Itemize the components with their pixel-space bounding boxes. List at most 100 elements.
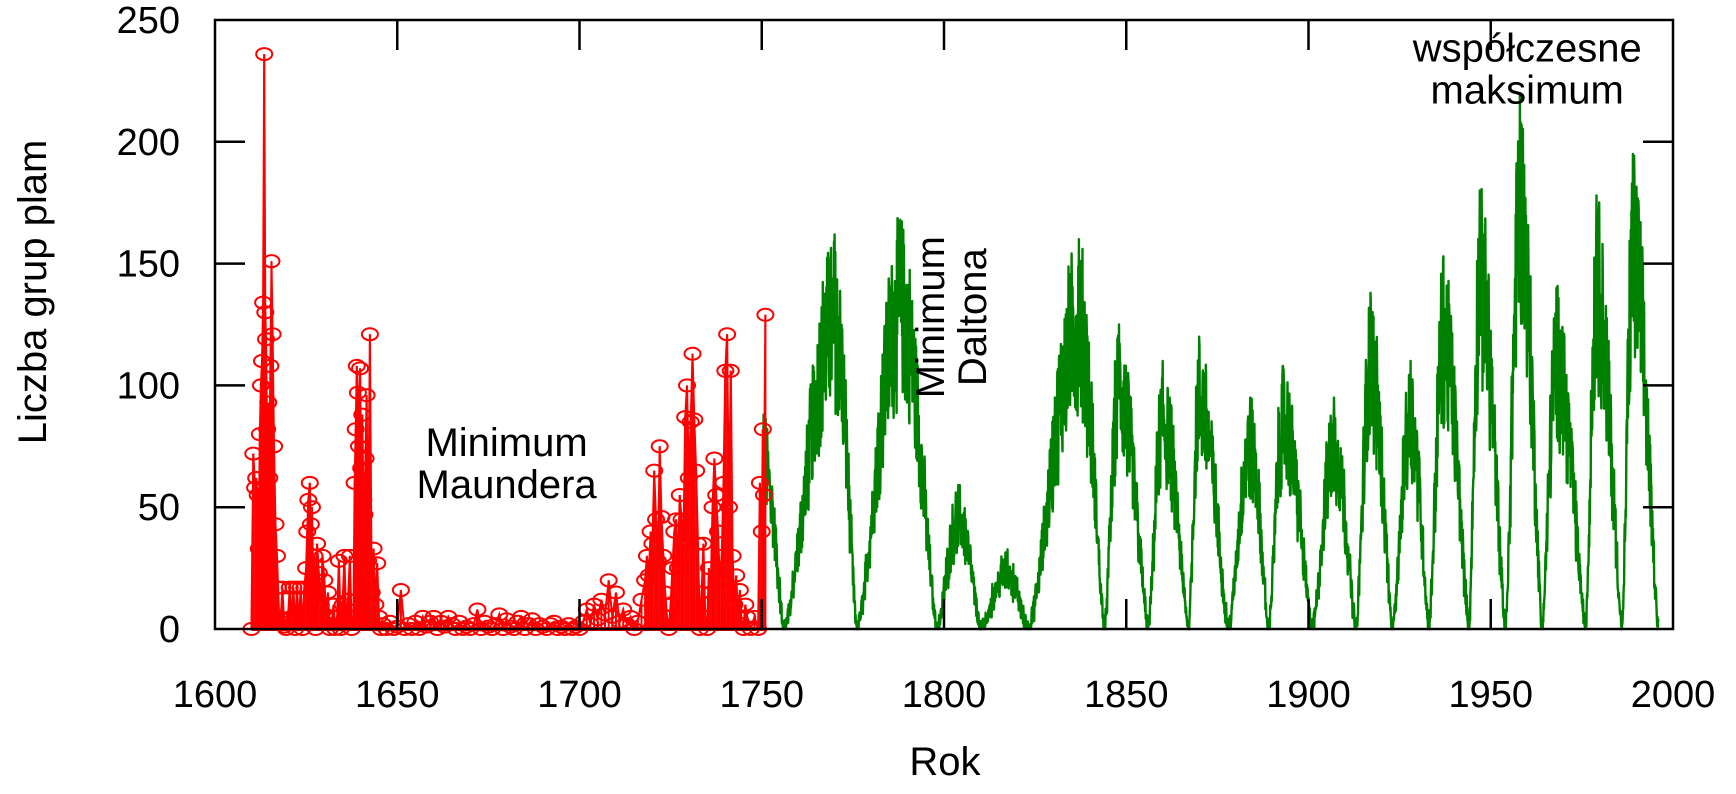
- red-marker: [354, 492, 373, 507]
- red-marker: [368, 556, 387, 571]
- red-marker: [643, 536, 662, 551]
- red-marker: [273, 580, 292, 595]
- x-tick-label: 1650: [355, 674, 440, 716]
- red-marker: [304, 585, 323, 600]
- red-marker: [351, 361, 370, 376]
- red-marker: [345, 475, 364, 490]
- red-marker: [309, 565, 328, 580]
- red-marker: [257, 332, 276, 347]
- red-marker: [346, 422, 365, 437]
- red-marker: [707, 488, 726, 503]
- red-marker: [687, 463, 706, 478]
- red-marker: [723, 548, 742, 563]
- red-marker: [716, 363, 735, 378]
- red-marker: [606, 585, 625, 600]
- red-marker: [335, 548, 354, 563]
- red-marker: [244, 446, 263, 461]
- red-marker: [391, 583, 410, 598]
- y-tick-label: 50: [138, 487, 180, 529]
- red-marker: [356, 451, 375, 466]
- x-tick-label: 1950: [1448, 674, 1533, 716]
- red-marker: [339, 592, 358, 607]
- red-marker: [683, 346, 702, 361]
- y-tick-labels: 0 50 100 150 200 250: [117, 0, 180, 651]
- red-marker: [712, 548, 731, 563]
- series-red-markers: [242, 47, 775, 636]
- x-axis-title: Rok: [909, 740, 981, 784]
- red-marker: [248, 488, 267, 503]
- red-marker: [359, 553, 378, 568]
- red-marker: [344, 609, 363, 624]
- red-marker: [318, 585, 337, 600]
- red-marker: [719, 500, 738, 515]
- red-marker: [263, 327, 282, 342]
- annotation-maunder: Minimum Maundera: [417, 421, 598, 507]
- y-tick-label: 200: [117, 122, 180, 164]
- red-marker: [308, 536, 327, 551]
- red-marker: [701, 585, 720, 600]
- red-marker: [699, 561, 718, 576]
- red-marker: [674, 536, 693, 551]
- annotation-line: maksimum: [1431, 68, 1624, 112]
- red-marker: [355, 507, 374, 522]
- x-tick-label: 1750: [719, 674, 804, 716]
- red-marker: [721, 363, 740, 378]
- red-marker: [302, 500, 321, 515]
- annotation-line: Minimum: [909, 236, 953, 398]
- red-marker: [754, 488, 773, 503]
- red-marker: [656, 585, 675, 600]
- red-marker: [340, 548, 359, 563]
- red-marker: [299, 492, 318, 507]
- x-tick-label: 2000: [1631, 674, 1716, 716]
- axis-ticks: [215, 20, 1673, 629]
- red-marker: [360, 327, 379, 342]
- annotation-line: współczesne: [1412, 26, 1642, 70]
- annotation-modern: współczesne maksimum: [1412, 26, 1642, 112]
- annotations: Minimum MaunderaMinimumDaltonawspółczesne…: [417, 26, 1642, 507]
- x-tick-labels: 1600 1650 1700 1750 1800 1850 1900 1950 2000: [173, 674, 1716, 716]
- annotation-line: Minimum: [425, 421, 587, 465]
- red-marker: [255, 47, 274, 62]
- red-marker: [352, 461, 371, 476]
- red-marker: [639, 568, 658, 583]
- red-marker: [267, 548, 286, 563]
- red-marker: [678, 378, 697, 393]
- red-marker: [667, 512, 686, 527]
- red-marker: [258, 422, 277, 437]
- series-green-path: [760, 91, 1660, 631]
- red-marker: [357, 388, 376, 403]
- red-marker: [468, 602, 487, 617]
- red-marker: [259, 395, 278, 410]
- red-marker: [705, 451, 724, 466]
- red-marker: [295, 580, 314, 595]
- red-marker: [688, 536, 707, 551]
- red-marker: [694, 536, 713, 551]
- y-tick-label: 150: [117, 244, 180, 286]
- red-marker: [311, 597, 330, 612]
- red-marker: [262, 254, 281, 269]
- red-marker: [730, 583, 749, 598]
- red-marker: [254, 295, 273, 310]
- red-marker: [681, 414, 700, 429]
- y-tick-label: 0: [159, 609, 180, 651]
- red-marker: [709, 524, 728, 539]
- red-marker: [650, 439, 669, 454]
- red-marker: [298, 524, 317, 539]
- red-marker: [692, 585, 711, 600]
- red-marker: [251, 378, 270, 393]
- red-marker: [661, 597, 680, 612]
- red-marker: [756, 307, 775, 322]
- red-marker: [313, 548, 332, 563]
- red-marker: [261, 358, 280, 373]
- red-marker: [727, 568, 746, 583]
- red-marker: [632, 592, 651, 607]
- red-marker: [349, 439, 368, 454]
- red-marker: [654, 548, 673, 563]
- red-marker: [753, 422, 772, 437]
- red-marker: [663, 561, 682, 576]
- red-marker: [592, 592, 611, 607]
- red-marker: [246, 480, 265, 495]
- red-marker: [247, 470, 266, 485]
- red-marker: [670, 488, 689, 503]
